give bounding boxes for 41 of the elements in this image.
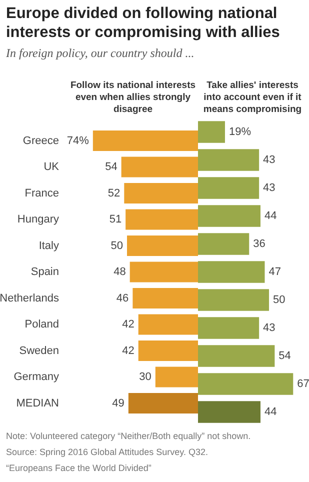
data-label: 46: [116, 292, 129, 304]
data-label: 44: [264, 210, 277, 222]
data-label: 47: [268, 266, 281, 278]
chart-title: Europe divided on following national interests or compromising with allies: [6, 4, 281, 42]
chart-subtitle: In foreign policy, our country should ...: [6, 46, 194, 61]
series-label: Follow its national interests even when allies strongly disagree: [70, 80, 196, 116]
data-label: 49: [112, 397, 124, 410]
y-tick-label: Hungary: [17, 214, 60, 226]
data-label: 43: [263, 322, 276, 334]
data-label: 19%: [228, 126, 252, 138]
data-label: 50: [110, 240, 123, 252]
data-label: 74%: [66, 134, 90, 147]
series-label: Take allies' interests into account even if it means compromising: [202, 80, 303, 116]
data-label: 43: [263, 154, 276, 166]
data-label: 36: [253, 238, 266, 250]
data-label: 48: [114, 266, 126, 278]
data-label: 54: [105, 161, 118, 174]
y-tick-label: Germany: [14, 371, 60, 384]
data-label: 44: [264, 406, 277, 418]
y-tick-label: UK: [44, 161, 60, 174]
bar: [198, 121, 225, 143]
y-tick-label: Italy: [38, 240, 60, 252]
data-label: 52: [108, 187, 120, 200]
y-tick-label: Netherlands: [0, 292, 60, 304]
data-label: 67: [297, 378, 309, 390]
y-tick-label: Greece: [22, 134, 59, 147]
y-tick-label: Poland: [24, 318, 59, 331]
data-label: 43: [263, 182, 276, 194]
text: “Europeans Face the World Divided”: [6, 462, 152, 475]
data-label: 30: [139, 371, 152, 384]
text: Note: Volunteered category “Neither/Both equally” not shown.: [6, 430, 252, 443]
y-tick-label: MEDIAN: [16, 397, 60, 410]
data-label: 51: [109, 214, 122, 226]
source-note: Source: Spring 2016 Global Attitudes Survey. Q32.: [6, 446, 209, 459]
data-label: 42: [122, 344, 134, 357]
data-label: 42: [122, 318, 134, 331]
y-tick-label: Spain: [30, 266, 59, 278]
data-label: 54: [278, 350, 291, 362]
data-label: 50: [273, 294, 286, 306]
y-tick-label: Sweden: [19, 344, 59, 357]
y-tick-label: France: [24, 187, 59, 200]
